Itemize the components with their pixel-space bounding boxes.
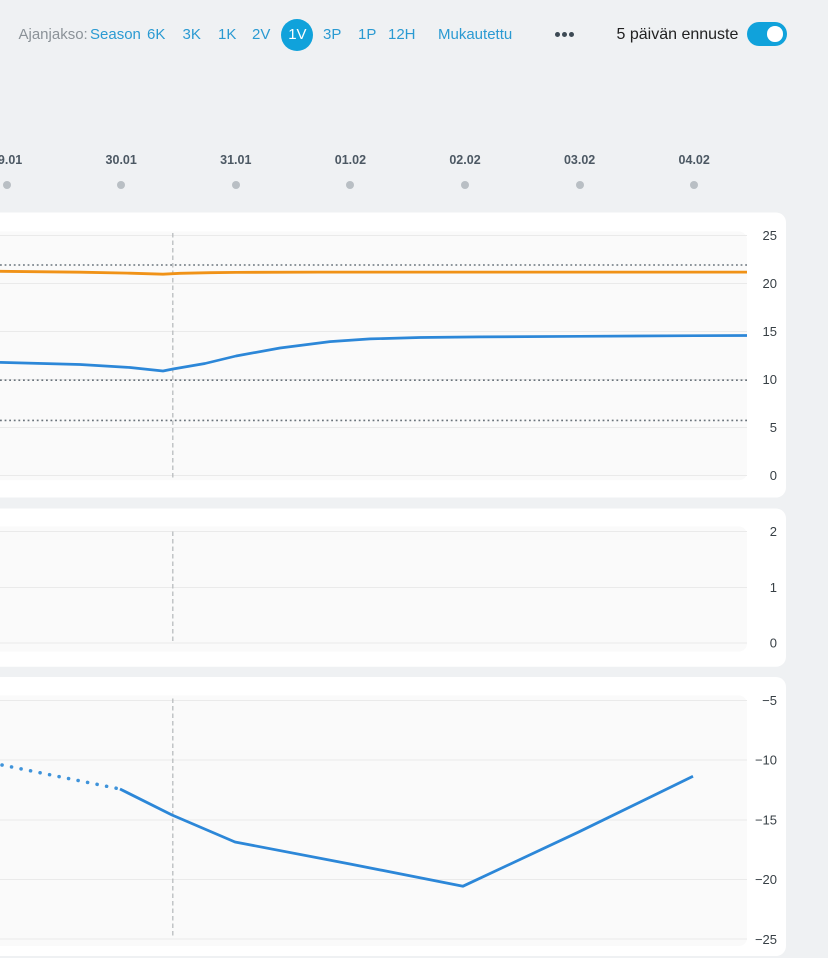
- svg-text:−25: −25: [755, 932, 777, 947]
- svg-text:20: 20: [763, 276, 777, 291]
- svg-text:10: 10: [763, 372, 777, 387]
- svg-text:−10: −10: [755, 753, 777, 768]
- svg-text:25: 25: [763, 228, 777, 243]
- svg-text:0: 0: [770, 468, 777, 483]
- svg-text:0: 0: [770, 636, 777, 651]
- svg-text:5: 5: [770, 420, 777, 435]
- svg-text:−15: −15: [755, 812, 777, 827]
- svg-text:−5: −5: [762, 693, 777, 708]
- svg-text:−20: −20: [755, 872, 777, 887]
- svg-text:15: 15: [763, 324, 777, 339]
- svg-text:1: 1: [770, 580, 777, 595]
- svg-text:2: 2: [770, 524, 777, 539]
